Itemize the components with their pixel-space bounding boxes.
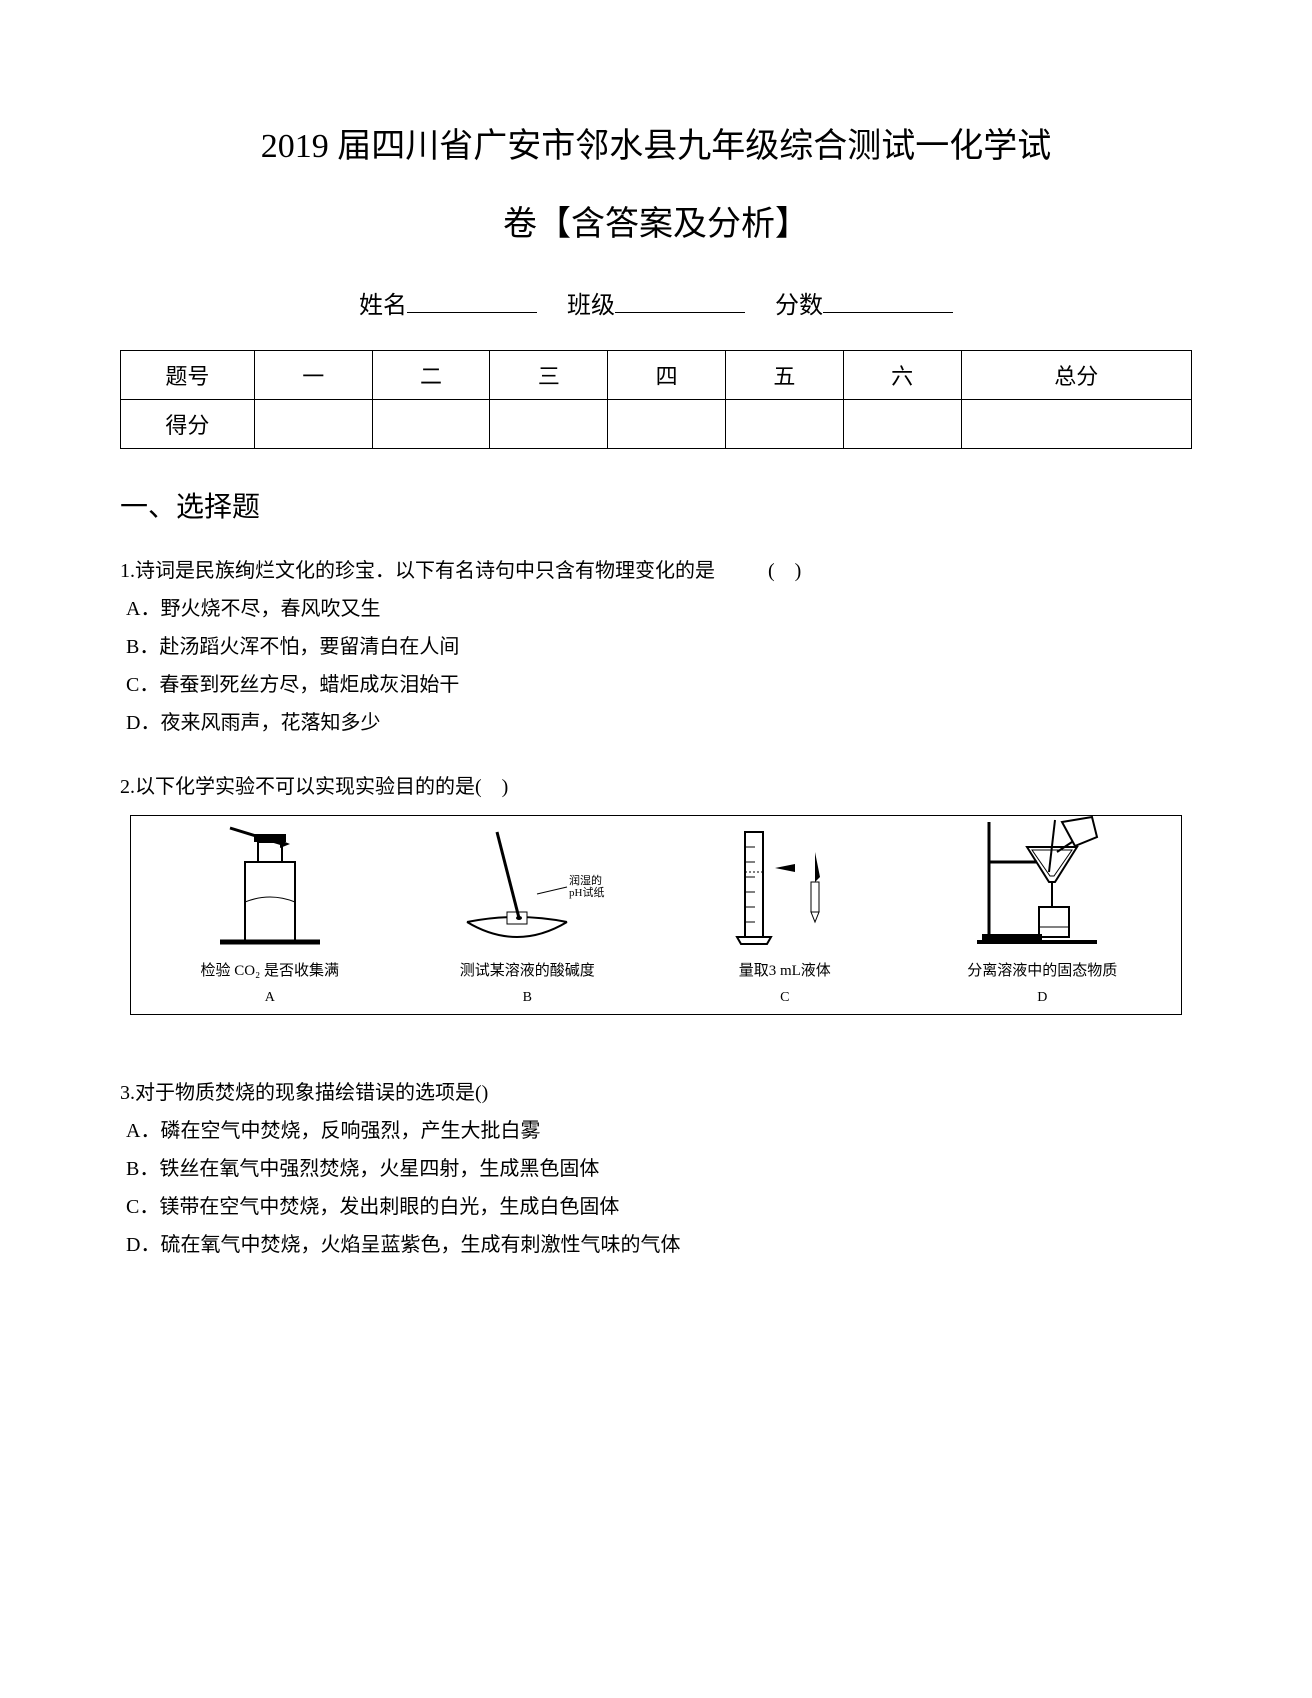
q3-stem: 3.对于物质焚烧的现象描绘错误的选项是() xyxy=(120,1075,1192,1111)
cell-header: 总分 xyxy=(961,351,1191,400)
q2-fig-c: 量取3 mL液体 C xyxy=(661,822,908,1010)
cell-label: 得分 xyxy=(121,400,255,449)
class-label: 班级 xyxy=(567,293,615,319)
filtration-icon xyxy=(967,812,1117,952)
title-line1: 2019 届四川省广安市邻水县九年级综合测试一化学试 xyxy=(120,120,1192,174)
cell-header: 二 xyxy=(372,351,490,400)
ph-test-icon: 润湿的 pH试纸 xyxy=(447,822,607,952)
score-blank[interactable] xyxy=(823,288,953,313)
q2-fig-a-sub: A xyxy=(265,985,275,1010)
q2-fig-c-caption: 量取3 mL液体 xyxy=(739,958,831,985)
q2-fig-c-sub: C xyxy=(780,985,789,1010)
question-2: 2.以下化学实验不可以实现实验目的的是( ) 检验 CO₂ 是否收集满 A xyxy=(120,769,1192,1015)
section-1-header: 一、选择题 xyxy=(120,485,1192,525)
student-info-row: 姓名 班级 分数 xyxy=(120,285,1192,320)
graduated-cylinder-icon xyxy=(715,822,855,952)
score-table: 题号 一 二 三 四 五 六 总分 得分 xyxy=(120,350,1192,449)
q3-option-c: C．镁带在空气中焚烧，发出刺眼的白光，生成白色固体 xyxy=(126,1189,1192,1225)
bottle-splint-icon xyxy=(210,822,330,952)
q3-option-b: B．铁丝在氧气中强烈焚烧，火星四射，生成黑色固体 xyxy=(126,1151,1192,1187)
cell-blank[interactable] xyxy=(608,400,726,449)
q2-fig-d: 分离溶液中的固态物质 D xyxy=(919,812,1166,1010)
q2-fig-b-caption: 测试某溶液的酸碱度 xyxy=(460,958,595,985)
cell-blank[interactable] xyxy=(490,400,608,449)
question-1: 1.诗词是民族绚烂文化的珍宝．以下有名诗句中只含有物理变化的是 ( ) A．野火… xyxy=(120,553,1192,741)
q3-option-a: A．磷在空气中焚烧，反响强烈，产生大批白雾 xyxy=(126,1113,1192,1149)
q1-paren: ( ) xyxy=(720,560,801,582)
q2-figure-row: 检验 CO₂ 是否收集满 A 润湿的 pH试纸 测试某溶液的酸碱度 B xyxy=(130,815,1182,1015)
name-label: 姓名 xyxy=(359,293,407,319)
title-line2: 卷【含答案及分析】 xyxy=(120,196,1192,245)
q1-option-d: D．夜来风雨声，花落知多少 xyxy=(126,705,1192,741)
table-row: 题号 一 二 三 四 五 六 总分 xyxy=(121,351,1192,400)
q2-fig-d-caption: 分离溶液中的固态物质 xyxy=(967,958,1117,985)
fig-b-inner-label: 润湿的 xyxy=(569,873,602,887)
cell-header: 六 xyxy=(843,351,961,400)
q2-fig-b: 润湿的 pH试纸 测试某溶液的酸碱度 B xyxy=(404,822,651,1010)
cell-header: 五 xyxy=(726,351,844,400)
cell-header: 三 xyxy=(490,351,608,400)
cell-blank[interactable] xyxy=(372,400,490,449)
q2-stem: 2.以下化学实验不可以实现实验目的的是( ) xyxy=(120,769,1192,805)
cell-header: 四 xyxy=(608,351,726,400)
question-3: 3.对于物质焚烧的现象描绘错误的选项是() A．磷在空气中焚烧，反响强烈，产生大… xyxy=(120,1075,1192,1263)
cell-blank[interactable] xyxy=(726,400,844,449)
q2-fig-b-sub: B xyxy=(523,985,532,1010)
table-row: 得分 xyxy=(121,400,1192,449)
q2-fig-a-caption: 检验 CO₂ 是否收集满 xyxy=(200,958,339,985)
score-label: 分数 xyxy=(775,293,823,319)
fig-b-inner-label2: pH试纸 xyxy=(569,886,604,899)
cell-header: 题号 xyxy=(121,351,255,400)
page: 2019 届四川省广安市邻水县九年级综合测试一化学试 卷【含答案及分析】 姓名 … xyxy=(0,0,1312,1698)
q3-option-d: D．硫在氧气中焚烧，火焰呈蓝紫色，生成有刺激性气味的气体 xyxy=(126,1227,1192,1263)
q1-option-c: C．春蚕到死丝方尽，蜡炬成灰泪始干 xyxy=(126,667,1192,703)
cell-blank[interactable] xyxy=(843,400,961,449)
q1-option-a: A．野火烧不尽，春风吹又生 xyxy=(126,591,1192,627)
q2-fig-a: 检验 CO₂ 是否收集满 A xyxy=(146,822,393,1010)
name-blank[interactable] xyxy=(407,288,537,313)
q1-option-b: B．赴汤蹈火浑不怕，要留清白在人间 xyxy=(126,629,1192,665)
class-blank[interactable] xyxy=(615,288,745,313)
q1-stem: 1.诗词是民族绚烂文化的珍宝．以下有名诗句中只含有物理变化的是 xyxy=(120,560,715,582)
cell-blank[interactable] xyxy=(254,400,372,449)
cell-header: 一 xyxy=(254,351,372,400)
q2-fig-d-sub: D xyxy=(1037,985,1047,1010)
cell-blank[interactable] xyxy=(961,400,1191,449)
